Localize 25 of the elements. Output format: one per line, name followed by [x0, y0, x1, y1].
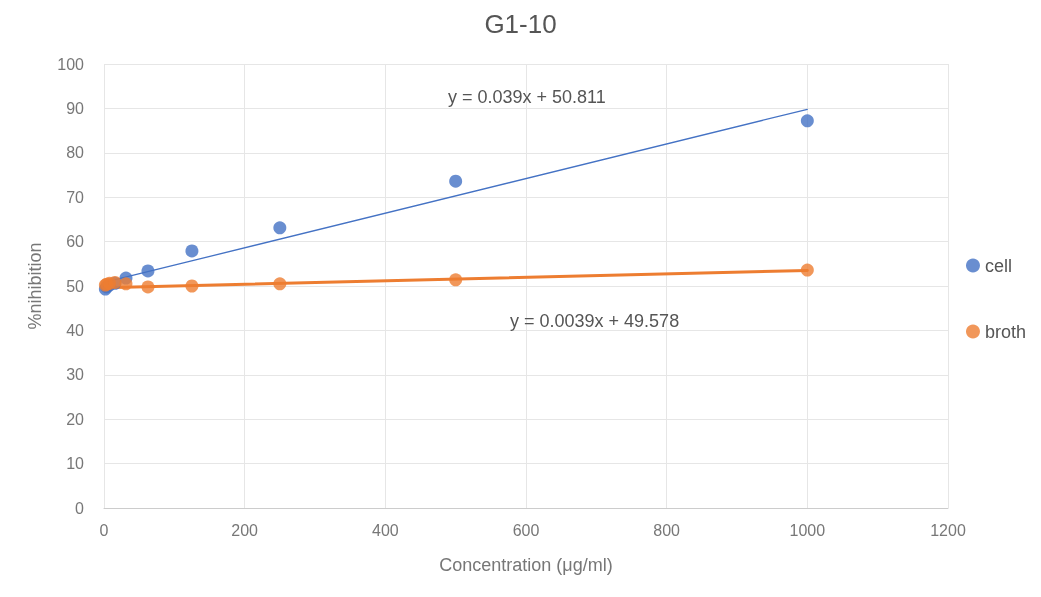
x-tick-label: 0 [99, 521, 109, 539]
y-tick-label: 20 [66, 410, 85, 428]
y-tick-label: 50 [66, 277, 85, 295]
x-tick-label: 800 [653, 521, 681, 539]
x-tick-label: 200 [231, 521, 259, 539]
x-tick-label: 600 [512, 521, 540, 539]
y-tick-label: 10 [66, 455, 85, 473]
legend-label: broth [984, 321, 1026, 342]
y-tick-label: 60 [66, 233, 85, 251]
x-tick-label: 400 [371, 521, 399, 539]
x-tick-label: 1000 [789, 521, 826, 539]
chart-title: G1-10 [484, 9, 557, 39]
y-tick-label: 0 [75, 499, 85, 517]
y-axis-title: %nihibition [25, 242, 45, 330]
legend-label: cell [984, 255, 1012, 276]
annotation: y = 0.0039x + 49.578 [510, 311, 680, 331]
annotation: y = 0.039x + 50.811 [448, 87, 606, 107]
x-tick-label: 1200 [930, 521, 966, 539]
y-tick-label: 70 [66, 188, 85, 206]
y-tick-label: 30 [66, 366, 85, 384]
y-tick-label: 80 [66, 144, 85, 162]
y-tick-label: 40 [66, 321, 85, 339]
y-tick-label: 100 [57, 55, 85, 73]
x-axis-title: Concentration (μg/ml) [439, 555, 613, 575]
y-tick-label: 90 [66, 99, 85, 117]
